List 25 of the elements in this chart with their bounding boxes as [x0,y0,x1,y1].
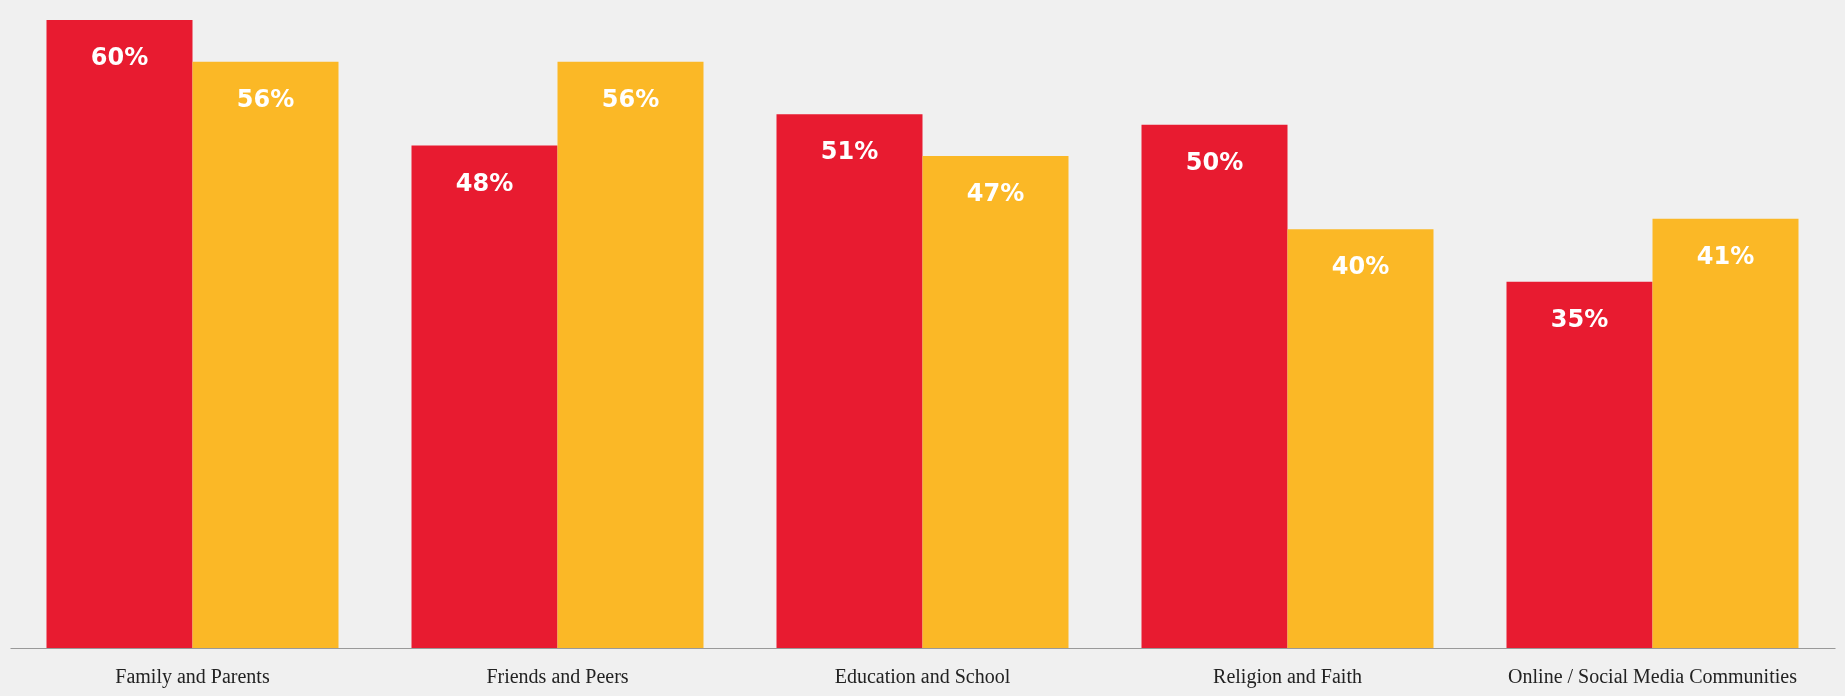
bar [776,114,923,648]
data-label: 47% [966,179,1025,208]
bar [46,20,193,648]
data-label: 48% [455,168,514,197]
data-label: 41% [1696,241,1755,270]
x-tick-label: Family and Parents [115,664,270,688]
data-label: 56% [236,84,295,113]
bar [1287,229,1434,648]
x-tick-label: Religion and Faith [1213,664,1362,688]
bar [192,61,339,648]
bar [1141,124,1288,648]
data-label: 51% [820,137,879,166]
data-label: 60% [90,43,149,71]
data-label: 56% [601,84,660,113]
data-label: 35% [1550,304,1609,333]
x-tick-label: Friends and Peers [486,664,629,687]
x-tick-label: Online / Social Media Communities [1508,664,1798,687]
x-tick-label: Education and School [834,664,1011,687]
bar [922,156,1069,648]
data-label: 40% [1331,252,1390,281]
bar [1506,281,1653,648]
data-label: 50% [1185,147,1244,176]
bar [557,61,704,648]
bar [411,145,558,648]
bar [1652,218,1799,648]
